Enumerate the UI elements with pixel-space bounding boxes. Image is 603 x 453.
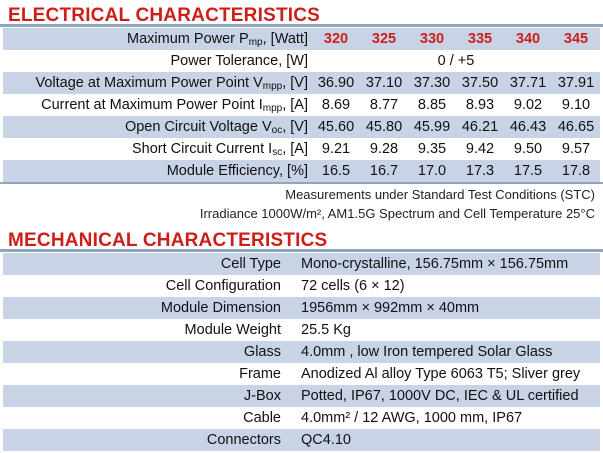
cell-value: 17.5 bbox=[504, 160, 552, 182]
cable-label: Cable bbox=[3, 407, 295, 429]
table-row: Module Efficiency, [%] 16.5 16.7 17.0 17… bbox=[3, 160, 600, 182]
frame-value: Anodized Al alloy Type 6063 T5; Sliver g… bbox=[295, 363, 600, 385]
row-label: Voltage at Maximum Power Point Vmpp, [V] bbox=[3, 72, 312, 94]
cell-value: 17.3 bbox=[456, 160, 504, 182]
table-row: Open Circuit Voltage Voc, [V] 45.60 45.8… bbox=[3, 116, 600, 138]
table-row: Short Circuit Current Isc, [A] 9.21 9.28… bbox=[3, 138, 600, 160]
table-row: Cell Configuration 72 cells (6 × 12) bbox=[3, 275, 600, 297]
table-row: Frame Anodized Al alloy Type 6063 T5; Sl… bbox=[3, 363, 600, 385]
cell-value: 9.10 bbox=[552, 94, 600, 116]
cell-configuration-label: Cell Configuration bbox=[3, 275, 295, 297]
cell-value: 46.43 bbox=[504, 116, 552, 138]
cell-value: 9.02 bbox=[504, 94, 552, 116]
cell-value: 9.35 bbox=[408, 138, 456, 160]
tolerance-value: 0 / +5 bbox=[312, 50, 600, 72]
stc-note: Measurements under Standard Test Conditi… bbox=[285, 187, 595, 202]
cell-value: 8.93 bbox=[456, 94, 504, 116]
cell-value: 45.60 bbox=[312, 116, 360, 138]
cell-value: 45.99 bbox=[408, 116, 456, 138]
cell-type-label: Cell Type bbox=[3, 253, 295, 275]
cell-value: 9.42 bbox=[456, 138, 504, 160]
cell-value: 9.21 bbox=[312, 138, 360, 160]
cell-value: 37.71 bbox=[504, 72, 552, 94]
jbox-value: Potted, IP67, 1000V DC, IEC & UL certifi… bbox=[295, 385, 600, 407]
model-325: 325 bbox=[360, 28, 408, 50]
row-label: Open Circuit Voltage Voc, [V] bbox=[3, 116, 312, 138]
irradiance-note: Irradiance 1000W/m², AM1.5G Spectrum and… bbox=[199, 206, 595, 221]
mechanical-table: Cell Type Mono-crystalline, 156.75mm × 1… bbox=[3, 253, 600, 451]
cell-type-value: Mono-crystalline, 156.75mm × 156.75mm bbox=[295, 253, 600, 275]
model-345: 345 bbox=[552, 28, 600, 50]
electrical-section-title: ELECTRICAL CHARACTERISTICS bbox=[0, 5, 603, 27]
row-label: Current at Maximum Power Point Impp, [A] bbox=[3, 94, 312, 116]
row-label: Module Efficiency, [%] bbox=[3, 160, 312, 182]
table-row: Connectors QC4.10 bbox=[3, 429, 600, 451]
model-320: 320 bbox=[312, 28, 360, 50]
max-power-row: Maximum Power Pmp, [Watt] 320 325 330 33… bbox=[3, 28, 600, 50]
table-row: Module Dimension 1956mm × 992mm × 40mm bbox=[3, 297, 600, 319]
electrical-table: Maximum Power Pmp, [Watt] 320 325 330 33… bbox=[3, 28, 600, 182]
glass-label: Glass bbox=[3, 341, 295, 363]
cell-value: 8.77 bbox=[360, 94, 408, 116]
table-row: Current at Maximum Power Point Impp, [A]… bbox=[3, 94, 600, 116]
cell-value: 8.69 bbox=[312, 94, 360, 116]
table-row: Cell Type Mono-crystalline, 156.75mm × 1… bbox=[3, 253, 600, 275]
model-335: 335 bbox=[456, 28, 504, 50]
cell-value: 17.0 bbox=[408, 160, 456, 182]
table-row: J-Box Potted, IP67, 1000V DC, IEC & UL c… bbox=[3, 385, 600, 407]
cell-value: 16.7 bbox=[360, 160, 408, 182]
row-label: Short Circuit Current Isc, [A] bbox=[3, 138, 312, 160]
cell-configuration-value: 72 cells (6 × 12) bbox=[295, 275, 600, 297]
max-power-label: Maximum Power Pmp, [Watt] bbox=[3, 28, 312, 50]
cell-value: 9.50 bbox=[504, 138, 552, 160]
cell-value: 37.91 bbox=[552, 72, 600, 94]
cell-value: 46.21 bbox=[456, 116, 504, 138]
cell-value: 9.57 bbox=[552, 138, 600, 160]
cell-value: 36.90 bbox=[312, 72, 360, 94]
cell-value: 8.85 bbox=[408, 94, 456, 116]
table-row: Voltage at Maximum Power Point Vmpp, [V]… bbox=[3, 72, 600, 94]
connectors-label: Connectors bbox=[3, 429, 295, 451]
tolerance-row: Power Tolerance, [W] 0 / +5 bbox=[3, 50, 600, 72]
cell-value: 17.8 bbox=[552, 160, 600, 182]
cell-value: 46.65 bbox=[552, 116, 600, 138]
jbox-label: J-Box bbox=[3, 385, 295, 407]
electrical-bottom-divider bbox=[0, 182, 603, 184]
connectors-value: QC4.10 bbox=[295, 429, 600, 451]
cable-value: 4.0mm² / 12 AWG, 1000 mm, IP67 bbox=[295, 407, 600, 429]
module-weight-value: 25.5 Kg bbox=[295, 319, 600, 341]
table-row: Module Weight 25.5 Kg bbox=[3, 319, 600, 341]
cell-value: 45.80 bbox=[360, 116, 408, 138]
module-dimension-value: 1956mm × 992mm × 40mm bbox=[295, 297, 600, 319]
model-340: 340 bbox=[504, 28, 552, 50]
tolerance-label: Power Tolerance, [W] bbox=[3, 50, 312, 72]
model-330: 330 bbox=[408, 28, 456, 50]
mechanical-section-title: MECHANICAL CHARACTERISTICS bbox=[0, 230, 603, 252]
frame-label: Frame bbox=[3, 363, 295, 385]
module-weight-label: Module Weight bbox=[3, 319, 295, 341]
cell-value: 37.30 bbox=[408, 72, 456, 94]
cell-value: 16.5 bbox=[312, 160, 360, 182]
cell-value: 37.10 bbox=[360, 72, 408, 94]
table-row: Glass 4.0mm , low Iron tempered Solar Gl… bbox=[3, 341, 600, 363]
cell-value: 9.28 bbox=[360, 138, 408, 160]
cell-value: 37.50 bbox=[456, 72, 504, 94]
module-dimension-label: Module Dimension bbox=[3, 297, 295, 319]
table-row: Cable 4.0mm² / 12 AWG, 1000 mm, IP67 bbox=[3, 407, 600, 429]
glass-value: 4.0mm , low Iron tempered Solar Glass bbox=[295, 341, 600, 363]
